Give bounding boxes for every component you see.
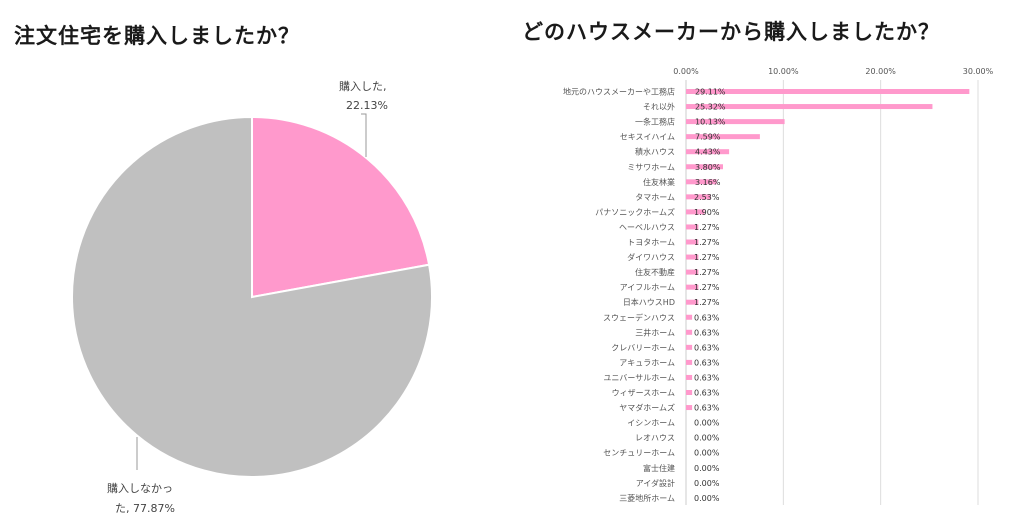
bar-21 bbox=[686, 405, 693, 411]
value-label-26: 0.00% bbox=[694, 479, 720, 488]
value-label-9: 1.27% bbox=[694, 223, 720, 232]
bar-17 bbox=[686, 344, 693, 350]
value-label-18: 0.63% bbox=[694, 358, 720, 367]
value-label-8: 1.90% bbox=[694, 208, 720, 217]
category-label-22: イシンホーム bbox=[627, 419, 675, 428]
bar-20 bbox=[686, 390, 693, 395]
category-label-2: 一条工務店 bbox=[635, 117, 675, 127]
category-label-14: 日本ハウスHD bbox=[623, 297, 675, 307]
pie-slice-1 bbox=[71, 115, 433, 478]
category-label-16: 三井ホーム bbox=[635, 327, 675, 337]
pie-label-0-line1: 購入した, bbox=[339, 79, 387, 93]
value-label-21: 0.63% bbox=[694, 404, 720, 413]
category-label-11: ダイワハウス bbox=[627, 252, 675, 262]
value-label-13: 1.27% bbox=[694, 283, 720, 292]
bar-14 bbox=[686, 299, 699, 305]
pie-chart-title: 注文住宅を購入しましたか？ bbox=[14, 24, 300, 48]
bar-0 bbox=[686, 89, 970, 94]
value-label-23: 0.00% bbox=[694, 434, 720, 443]
category-label-15: スウェーデンハウス bbox=[603, 312, 675, 322]
x-tick-label-2: 20.00% bbox=[865, 67, 896, 76]
category-label-26: アイダ設計 bbox=[636, 478, 675, 488]
value-label-6: 3.16% bbox=[695, 178, 721, 187]
value-label-14: 1.27% bbox=[694, 298, 720, 307]
value-label-10: 1.27% bbox=[694, 238, 720, 247]
bar-4 bbox=[686, 149, 730, 155]
category-label-8: パナソニックホームズ bbox=[595, 207, 675, 217]
value-label-3: 7.59% bbox=[695, 133, 721, 142]
value-label-1: 25.32% bbox=[695, 103, 726, 112]
value-label-27: 0.00% bbox=[694, 494, 720, 503]
pie-slice-0 bbox=[251, 115, 431, 299]
bar-19 bbox=[686, 374, 693, 380]
bar-2 bbox=[686, 119, 785, 125]
bar-7 bbox=[686, 194, 711, 200]
category-label-18: アキュラホーム bbox=[619, 358, 675, 367]
bar-13 bbox=[686, 284, 699, 290]
pie-label-1-line2: た, 77.87% bbox=[115, 502, 175, 515]
value-label-12: 1.27% bbox=[694, 268, 720, 277]
bar-18 bbox=[686, 359, 693, 365]
category-label-19: ユニバーサルホーム bbox=[603, 373, 675, 382]
x-tick-label-0: 0.00% bbox=[673, 67, 699, 76]
value-label-17: 0.63% bbox=[694, 343, 720, 352]
value-label-5: 3.80% bbox=[695, 163, 721, 172]
bar-16 bbox=[686, 329, 693, 335]
category-label-12: 住友不動産 bbox=[635, 267, 675, 277]
category-label-1: それ以外 bbox=[643, 102, 675, 112]
category-label-13: アイフルホーム bbox=[620, 283, 675, 292]
bar-10 bbox=[686, 239, 699, 245]
x-tick-label-3: 30.00% bbox=[963, 67, 994, 76]
value-label-19: 0.63% bbox=[694, 373, 720, 382]
value-label-11: 1.27% bbox=[694, 253, 720, 262]
value-label-4: 4.43% bbox=[695, 148, 721, 157]
bar-15 bbox=[686, 314, 693, 320]
pie-label-0-line2: 22.13% bbox=[346, 99, 388, 112]
category-label-9: ヘーベルハウス bbox=[619, 223, 675, 232]
value-label-24: 0.00% bbox=[694, 449, 720, 458]
category-label-17: クレバリーホーム bbox=[611, 343, 675, 352]
category-label-6: 住友林業 bbox=[643, 177, 675, 187]
bar-12 bbox=[686, 269, 699, 275]
category-label-24: センチュリーホーム bbox=[603, 449, 675, 458]
category-label-20: ウィザースホーム bbox=[612, 389, 675, 398]
bar-1 bbox=[686, 104, 933, 110]
value-label-20: 0.63% bbox=[694, 389, 720, 398]
category-label-21: ヤマダホームズ bbox=[619, 403, 675, 413]
bar-8 bbox=[686, 209, 705, 215]
category-label-3: セキスイハイム bbox=[620, 133, 675, 142]
bar-11 bbox=[686, 254, 699, 260]
bar-chart-title: どのハウスメーカーから購入しましたか？ bbox=[522, 20, 940, 44]
bar-6 bbox=[686, 179, 717, 185]
category-label-4: 積水ハウス bbox=[635, 147, 675, 157]
category-label-5: ミサワホーム bbox=[627, 163, 675, 172]
value-label-7: 2.53% bbox=[694, 193, 720, 202]
value-label-25: 0.00% bbox=[694, 464, 720, 473]
value-label-22: 0.00% bbox=[694, 419, 720, 428]
pie-leader-line-0 bbox=[361, 113, 367, 157]
value-label-15: 0.63% bbox=[694, 313, 720, 322]
category-label-25: 富士住建 bbox=[643, 463, 675, 473]
category-label-23: レオハウス bbox=[635, 434, 675, 443]
pie-label-1-line1: 購入しなかっ bbox=[107, 481, 173, 495]
value-label-2: 10.13% bbox=[695, 118, 726, 127]
category-label-27: 三菱地所ホーム bbox=[619, 493, 675, 503]
value-label-0: 29.11% bbox=[695, 88, 726, 97]
category-label-7: タマホーム bbox=[635, 193, 675, 202]
category-label-0: 地元のハウスメーカーや工務店 bbox=[563, 87, 675, 97]
bar-5 bbox=[686, 164, 723, 170]
value-label-16: 0.63% bbox=[694, 328, 720, 337]
category-label-10: トヨタホーム bbox=[627, 238, 675, 247]
x-tick-label-1: 10.00% bbox=[768, 67, 799, 76]
bar-3 bbox=[686, 134, 760, 140]
bar-9 bbox=[686, 224, 699, 230]
